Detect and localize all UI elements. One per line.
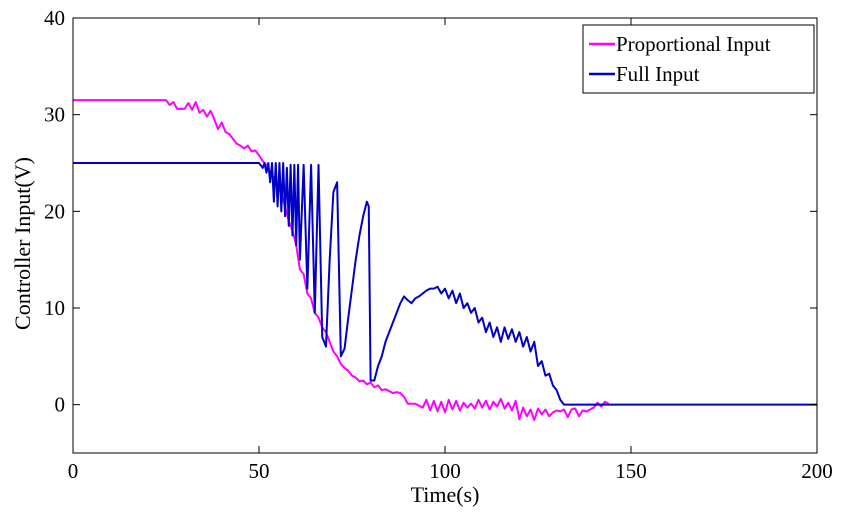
x-tick-label: 50 — [249, 459, 270, 483]
y-axis-label: Controller Input(V) — [10, 157, 35, 330]
y-tick-labels: 0 10 20 30 40 — [44, 6, 65, 417]
x-tick-label: 200 — [801, 459, 833, 483]
y-tick-label: 20 — [44, 199, 65, 223]
legend: Proportional Input Full Input — [582, 24, 815, 94]
axis-ticks — [72, 17, 818, 453]
series-line-full-input — [73, 162, 817, 406]
plot-lines — [73, 99, 817, 422]
x-tick-label: 100 — [429, 459, 461, 483]
legend-box — [582, 24, 815, 94]
x-tick-labels: 0 50 100 150 200 — [68, 459, 833, 483]
x-tick-label: 150 — [615, 459, 647, 483]
series-line-proportional-input — [73, 99, 610, 422]
legend-label-full-input: Full Input — [616, 62, 700, 86]
legend-label-proportional-input: Proportional Input — [616, 32, 771, 56]
y-tick-label: 0 — [55, 393, 66, 417]
y-tick-label: 30 — [44, 103, 65, 127]
y-tick-label: 40 — [44, 6, 65, 30]
y-tick-label: 10 — [44, 296, 65, 320]
x-axis-label: Time(s) — [411, 482, 480, 507]
x-tick-label: 0 — [68, 459, 79, 483]
